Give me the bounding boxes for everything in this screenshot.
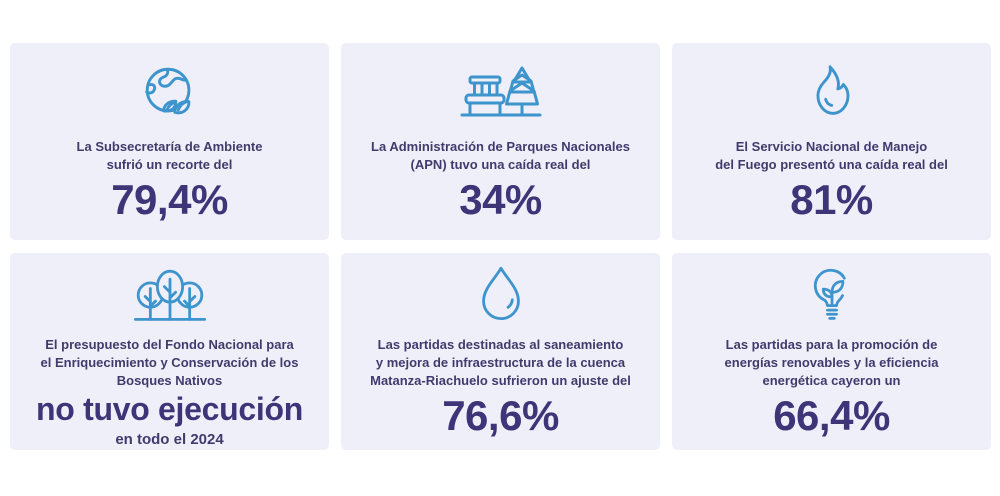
stat-value: 66,4% [773,391,890,439]
stat-card-ambiente: La Subsecretaría de Ambiente sufrió un r… [10,43,329,240]
desc-line: del Fuego presentó una caída real del [715,156,948,172]
stat-cards-grid: La Subsecretaría de Ambiente sufrió un r… [10,43,991,450]
desc-line: energética cayeron un [762,372,901,388]
eco-bulb-icon [802,259,862,333]
stat-value: 34% [459,175,542,223]
desc-line: (APN) tuvo una caída real del [410,156,591,172]
stat-card-parques-nacionales: La Administración de Parques Nacionales … [341,43,660,240]
stat-card-energias-renovables: Las partidas para la promoción de energí… [672,253,991,450]
stat-card-manejo-fuego: El Servicio Nacional de Manejo del Fuego… [672,43,991,240]
desc-line: La Subsecretaría de Ambiente [76,139,263,154]
stat-value: 81% [790,175,873,223]
stat-description: La Subsecretaría de Ambiente sufrió un r… [77,138,263,174]
stat-card-bosques-nativos: El presupuesto del Fondo Nacional para e… [10,253,329,450]
stat-value-period: en todo el 2024 [115,431,224,448]
stat-card-matanza-riachuelo: Las partidas destinadas al saneamiento y… [341,253,660,450]
stat-description: El Servicio Nacional de Manejo del Fuego… [715,138,948,174]
desc-line: La Administración de Parques Nacionales [371,139,630,154]
stat-description: La Administración de Parques Nacionales … [371,138,630,174]
stat-value: 76,6% [442,391,559,439]
desc-line: Bosques Nativos [116,372,223,388]
globe-leaf-icon [138,51,202,135]
desc-line: El Servicio Nacional de Manejo [735,139,928,154]
desc-line: energías renovables y la eficiencia [724,354,939,370]
stat-description: Las partidas destinadas al saneamiento y… [370,336,631,390]
water-drop-icon [472,259,530,333]
native-forest-trees-icon [129,259,211,333]
desc-line: sufrió un recorte del [106,156,233,172]
stat-value: 79,4% [111,175,228,223]
desc-line: Las partidas destinadas al saneamiento [377,337,624,352]
desc-line: Matanza-Riachuelo sufrieron un ajuste de… [370,372,631,388]
desc-line: el Enriquecimiento y Conservación de los [40,354,299,370]
desc-line: y mejora de infraestructura de la cuenca [375,354,626,370]
stat-value: no tuvo ejecución [36,390,303,427]
flame-icon [803,51,861,135]
desc-line: Las partidas para la promoción de [725,337,938,352]
park-bench-tree-icon [458,51,544,135]
desc-line: El presupuesto del Fondo Nacional para [45,337,294,352]
stat-description: El presupuesto del Fondo Nacional para e… [41,336,299,390]
stat-description: Las partidas para la promoción de energí… [725,336,939,390]
